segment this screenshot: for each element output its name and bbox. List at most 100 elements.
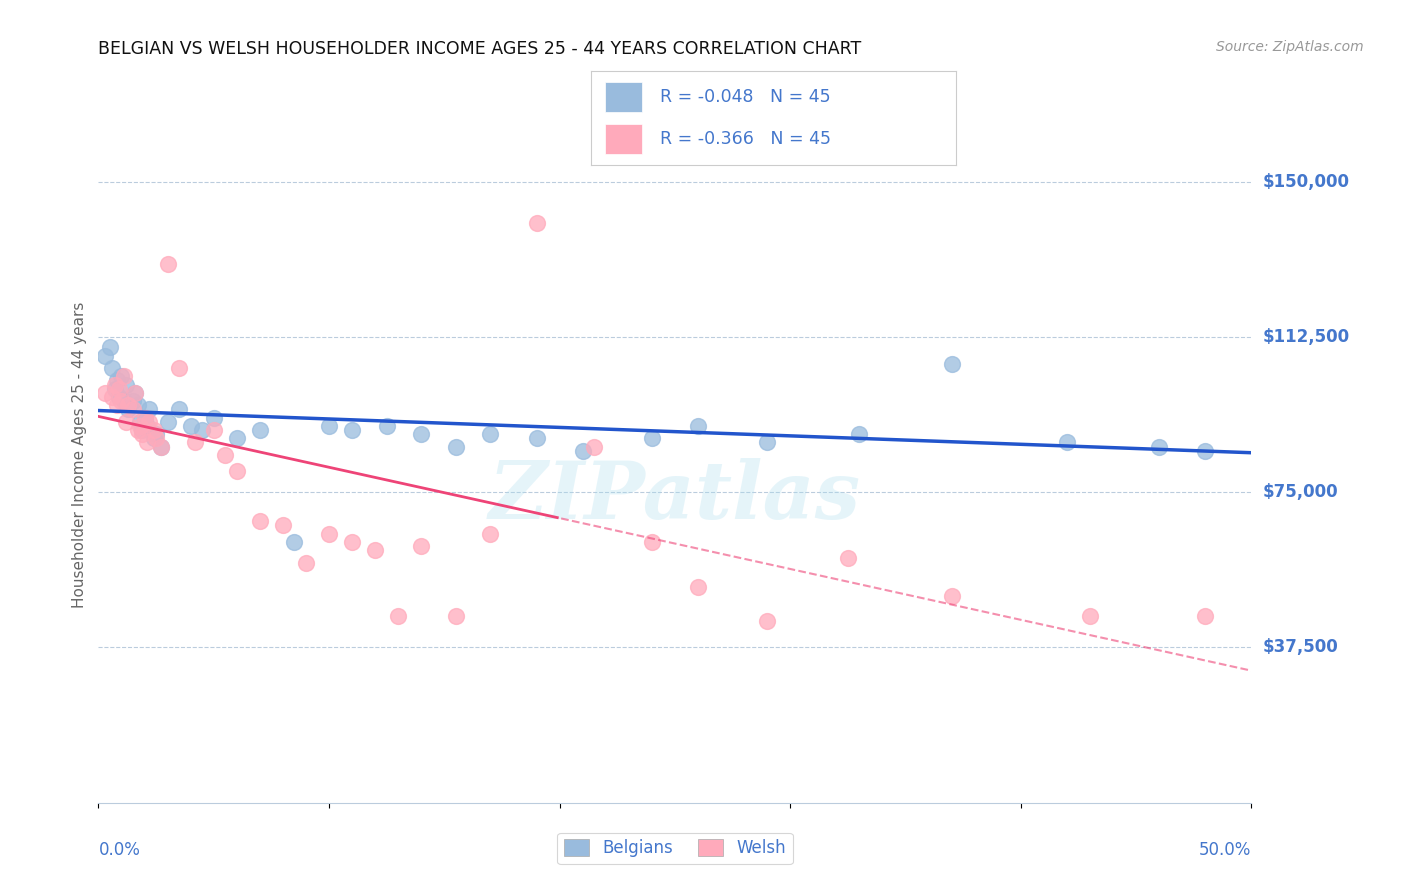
Point [149, 440, 172, 454]
Point [1056, 435, 1078, 450]
Point [271, 518, 294, 533]
Point [249, 423, 271, 437]
Point [129, 415, 152, 429]
Point [941, 589, 963, 603]
Point [98, 340, 121, 354]
Point [131, 427, 153, 442]
Point [110, 394, 132, 409]
Text: 50.0%: 50.0% [1199, 841, 1251, 859]
Point [387, 609, 409, 624]
Point [103, 382, 125, 396]
Point [142, 431, 165, 445]
Text: ZIPatlas: ZIPatlas [489, 458, 860, 535]
Point [837, 551, 859, 566]
Point [184, 435, 207, 450]
Point [131, 423, 153, 437]
Text: $37,500: $37,500 [1263, 639, 1339, 657]
Point [167, 402, 190, 417]
Point [138, 415, 160, 429]
Text: R = -0.366   N = 45: R = -0.366 N = 45 [659, 130, 831, 148]
Point [225, 465, 247, 479]
Point [134, 410, 156, 425]
Point [295, 556, 318, 570]
Point [444, 609, 467, 624]
Point [145, 431, 167, 445]
Point [105, 373, 128, 387]
Point [191, 423, 214, 437]
Point [117, 402, 139, 417]
Text: $112,500: $112,500 [1263, 328, 1350, 346]
Legend: Belgians, Welsh: Belgians, Welsh [557, 832, 793, 864]
Point [202, 410, 225, 425]
Point [156, 257, 179, 271]
Point [479, 427, 502, 442]
Point [112, 369, 135, 384]
Bar [605, 82, 641, 112]
Point [375, 419, 398, 434]
Point [127, 398, 149, 412]
Point [202, 423, 225, 437]
Point [411, 539, 433, 553]
Point [283, 535, 305, 549]
Point [145, 427, 167, 442]
Point [124, 385, 146, 400]
Point [108, 390, 131, 404]
Point [686, 581, 709, 595]
Point [110, 369, 132, 384]
Point [101, 390, 124, 404]
Point [571, 443, 593, 458]
Point [122, 394, 145, 409]
Text: 0.0%: 0.0% [98, 841, 141, 859]
Point [115, 415, 138, 429]
Point [641, 431, 664, 445]
Y-axis label: Householder Income Ages 25 - 44 years: Householder Income Ages 25 - 44 years [72, 301, 87, 608]
Point [1194, 609, 1216, 624]
Point [214, 448, 236, 462]
Point [340, 535, 363, 549]
Point [941, 357, 963, 371]
Point [129, 419, 152, 434]
Point [318, 419, 340, 434]
Point [122, 402, 145, 417]
Point [756, 435, 779, 450]
Point [135, 419, 157, 434]
Text: $75,000: $75,000 [1263, 483, 1339, 501]
Point [127, 423, 149, 437]
Point [1078, 609, 1101, 624]
Point [479, 526, 502, 541]
Bar [605, 124, 641, 153]
Point [124, 385, 146, 400]
Point [444, 440, 467, 454]
Point [364, 543, 387, 558]
Point [94, 349, 117, 363]
Point [142, 423, 165, 437]
Point [103, 377, 125, 392]
Point [101, 361, 124, 376]
Point [318, 526, 340, 541]
Point [1194, 443, 1216, 458]
Point [1147, 440, 1170, 454]
Point [149, 440, 172, 454]
Point [526, 431, 548, 445]
Point [180, 419, 202, 434]
Point [583, 440, 606, 454]
Point [115, 377, 138, 392]
Point [112, 394, 135, 409]
Point [411, 427, 433, 442]
Point [249, 514, 271, 528]
Point [756, 614, 779, 628]
Point [641, 535, 664, 549]
Point [108, 382, 131, 396]
Point [105, 398, 128, 412]
Point [134, 410, 156, 425]
Point [156, 415, 179, 429]
Point [686, 419, 709, 434]
Point [340, 423, 363, 437]
Point [138, 402, 160, 417]
Point [167, 361, 190, 376]
Text: BELGIAN VS WELSH HOUSEHOLDER INCOME AGES 25 - 44 YEARS CORRELATION CHART: BELGIAN VS WELSH HOUSEHOLDER INCOME AGES… [98, 40, 862, 58]
Text: $150,000: $150,000 [1263, 172, 1350, 191]
Text: R = -0.048   N = 45: R = -0.048 N = 45 [659, 87, 831, 105]
Point [526, 216, 548, 230]
Text: Source: ZipAtlas.com: Source: ZipAtlas.com [1216, 40, 1364, 54]
